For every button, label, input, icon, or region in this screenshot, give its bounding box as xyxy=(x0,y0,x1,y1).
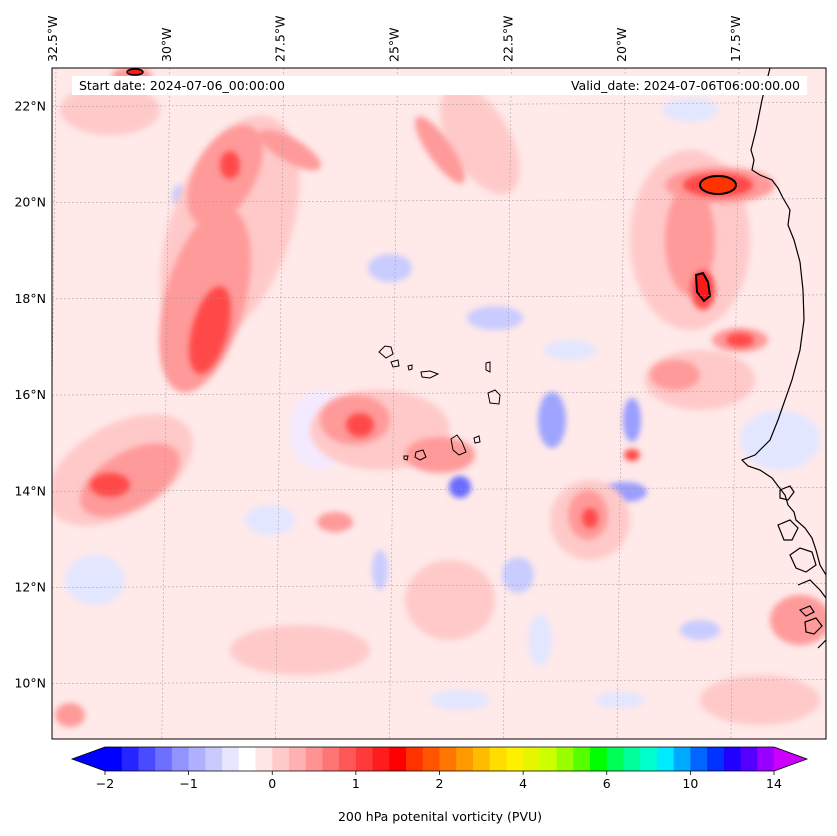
colorbar-bin xyxy=(640,747,658,771)
colorbar-bin xyxy=(389,747,407,771)
cape-verde-islands xyxy=(378,345,501,461)
colorbar-bin xyxy=(556,747,574,771)
map-panel xyxy=(52,68,826,739)
colorbar-bin xyxy=(456,747,474,771)
longitude-tick-label: 22.5°W xyxy=(500,16,515,62)
colorbar-bin xyxy=(355,747,374,771)
colorbar-bin xyxy=(740,747,758,771)
colorbar-tick-label: 10 xyxy=(682,776,698,791)
colorbar-label: 200 hPa potenital vorticity (PVU) xyxy=(338,809,542,824)
colorbar-bin xyxy=(606,747,625,771)
parallel-gridline xyxy=(52,583,826,588)
colorbar-bin xyxy=(406,747,424,771)
latitude-tick-label: 16°N xyxy=(14,387,46,402)
colorbar-bin xyxy=(171,747,190,771)
colorbar-tick-label: 4 xyxy=(519,776,527,791)
colorbar-bin xyxy=(623,747,641,771)
colorbar-bin xyxy=(155,747,173,771)
colorbar-tick-label: 2 xyxy=(436,776,444,791)
parallel-gridline xyxy=(52,198,826,203)
colorbar-bin xyxy=(222,747,240,771)
colorbar-bin xyxy=(121,747,140,771)
colorbar-bin xyxy=(105,747,123,771)
longitude-tick-label: 27.5°W xyxy=(273,16,288,62)
colorbar-bin xyxy=(339,747,357,771)
colorbar-bin xyxy=(305,747,324,771)
colorbar-bin xyxy=(255,747,273,771)
gridlines xyxy=(52,68,826,739)
colorbar-bin xyxy=(205,747,223,771)
latitude-tick-label: 12°N xyxy=(14,579,46,594)
colorbar-tick-label: 1 xyxy=(352,776,360,791)
colorbar-bin xyxy=(188,747,206,771)
latitude-labels: 22°N 20°N 18°N 16°N 14°N 12°N 10°N xyxy=(14,98,46,690)
longitude-tick-label: 17.5°W xyxy=(728,16,743,62)
colorbar-tick-label: −1 xyxy=(179,776,197,791)
colorbar-bin xyxy=(523,747,541,771)
latitude-tick-label: 14°N xyxy=(14,483,46,498)
colorbar-bin xyxy=(539,747,558,771)
colorbar-bin xyxy=(707,747,725,771)
longitude-tick-label: 30°W xyxy=(159,27,174,62)
africa-coastline xyxy=(740,68,826,649)
longitude-tick-label: 20°W xyxy=(614,27,629,62)
colorbar-bin xyxy=(690,747,708,771)
colorbar-bin xyxy=(472,747,491,771)
colorbar-bin xyxy=(238,747,257,771)
colorbar-bin xyxy=(506,747,524,771)
intense-pv-cores xyxy=(126,68,737,303)
colorbar-bin xyxy=(422,747,441,771)
colorbar-tick-label: 14 xyxy=(766,776,782,791)
longitude-tick-label: 25°W xyxy=(386,27,401,62)
date-banner: Start date: 2024-07-06_00:00:00 Valid_da… xyxy=(72,76,807,95)
parallel-gridline xyxy=(52,679,826,684)
parallel-gridline xyxy=(52,102,826,107)
parallel-gridline xyxy=(52,294,826,300)
colorbar-bin xyxy=(439,747,457,771)
date-banner-box xyxy=(72,76,807,95)
colorbar-bin xyxy=(673,747,691,771)
colorbar: −2 −1 0 1 2 4 6 10 14 xyxy=(70,746,809,791)
colorbar-bin xyxy=(322,747,340,771)
colorbar-bin xyxy=(138,747,156,771)
colorbar-bin xyxy=(489,747,507,771)
latitude-tick-label: 10°N xyxy=(14,676,46,691)
colorbar-tick-label: 6 xyxy=(603,776,611,791)
colorbar-tick-label: 0 xyxy=(268,776,276,791)
start-date-label: Start date: 2024-07-06_00:00:00 xyxy=(79,78,285,93)
map-frame xyxy=(51,67,827,740)
colorbar-bin xyxy=(288,747,307,771)
latitude-tick-label: 22°N xyxy=(14,98,46,113)
colorbar-bin xyxy=(723,747,742,771)
longitude-tick-label: 32.5°W xyxy=(45,16,60,62)
latitude-tick-label: 18°N xyxy=(14,291,46,306)
colorbar-bin xyxy=(372,747,390,771)
parallel-gridline xyxy=(52,487,826,492)
colorbar-bin xyxy=(656,747,675,771)
colorbar-tick-label: −2 xyxy=(96,776,114,791)
valid-date-label: Valid_date: 2024-07-06T06:00:00.00 xyxy=(571,78,800,93)
longitude-labels: 32.5°W 30°W 27.5°W 25°W 22.5°W 20°W 17.5°W xyxy=(45,16,743,62)
colorbar-bin xyxy=(590,747,608,771)
parallel-gridline xyxy=(52,390,826,396)
latitude-tick-label: 20°N xyxy=(14,195,46,210)
colorbar-bin xyxy=(757,747,775,771)
colorbar-over-arrow xyxy=(774,747,807,771)
colorbar-under-arrow xyxy=(72,747,105,771)
colorbar-bin xyxy=(573,747,591,771)
colorbar-bin xyxy=(272,747,290,771)
